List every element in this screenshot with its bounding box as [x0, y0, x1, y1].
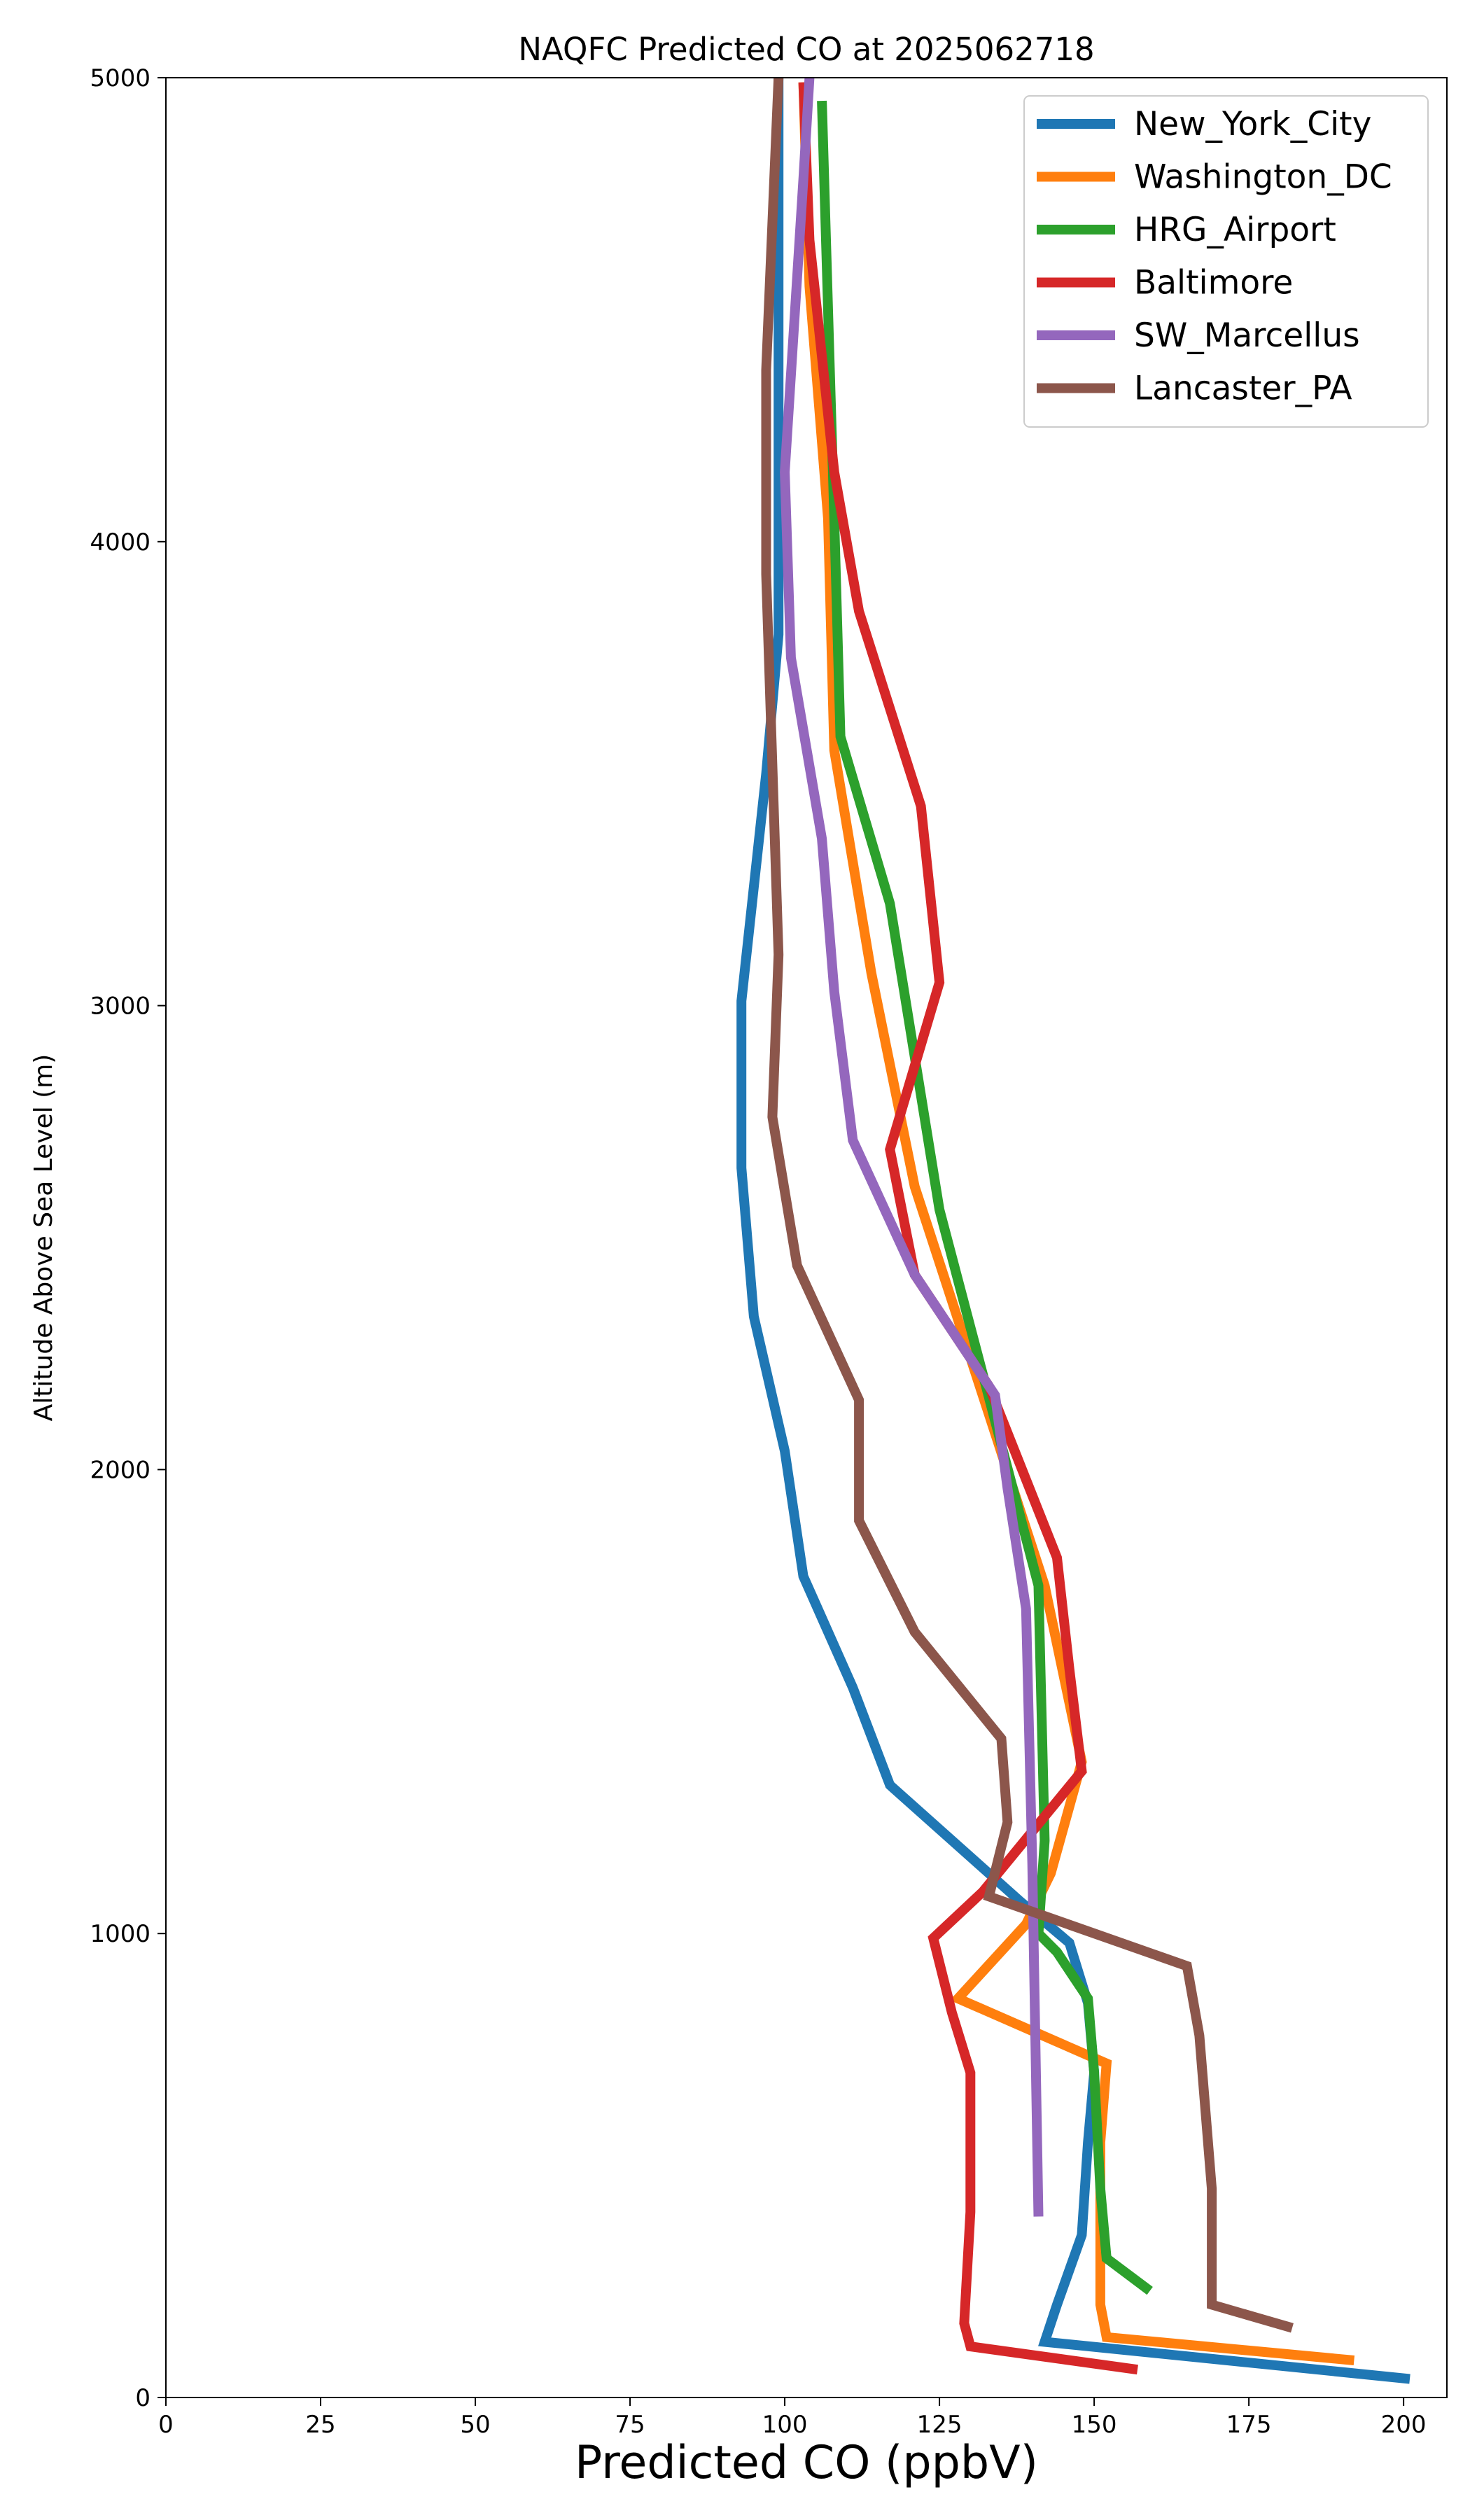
x-tick-label: 125 [917, 2411, 962, 2439]
x-axis-label: Predicted CO (ppbV) [575, 2437, 1038, 2489]
axis-ticks: 0 25 50 75 100 125 150 175 200010002000300040005… [90, 64, 1426, 2439]
legend-label: Lancaster_PA [1134, 370, 1352, 408]
x-tick-label: 50 [460, 2411, 490, 2439]
y-tick-label: 1000 [90, 1920, 150, 1948]
y-tick-label: 4000 [90, 528, 150, 556]
x-tick-label: 175 [1226, 2411, 1272, 2439]
legend-label: HRG_Airport [1134, 211, 1336, 249]
series-line-new-york-city [736, 78, 1410, 2384]
legend-label: New_York_City [1134, 105, 1371, 144]
x-tick-label: 100 [762, 2411, 808, 2439]
x-tick-label: 200 [1381, 2411, 1427, 2439]
legend-label: Baltimore [1134, 264, 1293, 302]
y-tick-label: 3000 [90, 993, 150, 1021]
x-tick-label: 25 [305, 2411, 335, 2439]
y-tick-label: 5000 [90, 64, 150, 92]
series-line-baltimore [798, 82, 1138, 2375]
axes-frame [165, 77, 1448, 2398]
series-line-lancaster-pa [761, 77, 1294, 2333]
x-tick-label: 150 [1072, 2411, 1117, 2439]
y-tick-label: 0 [135, 2384, 150, 2412]
y-tick-label: 2000 [90, 1456, 150, 1484]
plot-lines [736, 77, 1410, 2384]
legend-label: SW_Marcellus [1134, 316, 1360, 355]
legend: New_York_City Washington_DC HRG_Airport Bal… [1023, 95, 1429, 428]
series-line-hrg-airport [817, 100, 1153, 2295]
chart-title: NAQFC Predicted CO at 2025062718 [518, 31, 1094, 68]
series-line-sw-marcellus [780, 77, 1044, 2217]
x-tick-label: 0 [158, 2411, 174, 2439]
y-axis-label: Altitude Above Sea Level (m) [29, 1054, 58, 1422]
x-tick-label: 75 [615, 2411, 645, 2439]
legend-label: Washington_DC [1134, 158, 1392, 197]
legend-box [1023, 95, 1429, 428]
